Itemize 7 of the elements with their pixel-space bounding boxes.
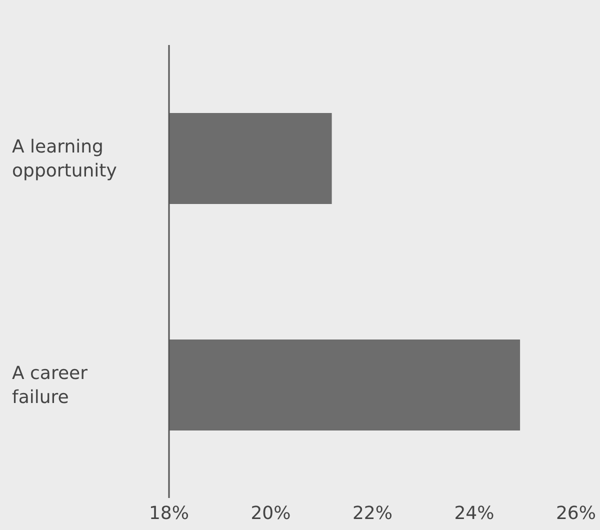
x-tick-label: 20% [250,502,291,524]
x-tick-label: 18% [148,502,190,524]
x-tick-label: 24% [454,502,494,524]
y-tick-label: A career failure [12,362,88,408]
y-tick-label: A learning opportunity [12,136,118,182]
x-tick-label: 22% [352,502,393,524]
x-tick-label: 26% [556,502,596,524]
